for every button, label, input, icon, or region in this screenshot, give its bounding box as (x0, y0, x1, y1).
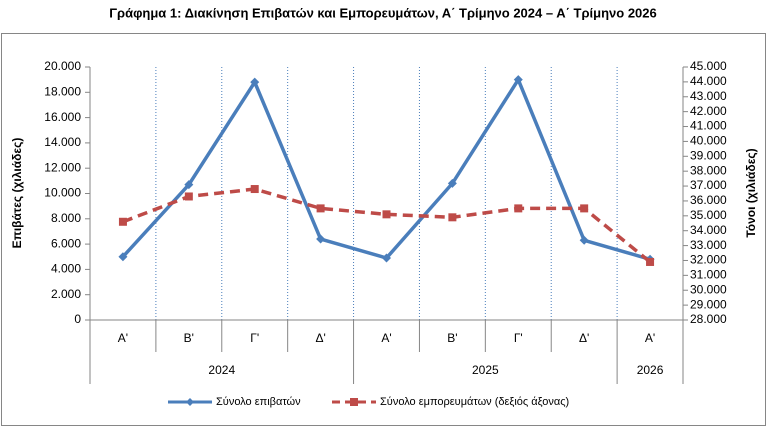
y2-axis-title: Τόνοι (χιλιάδες) (744, 148, 758, 237)
data-point (447, 178, 457, 188)
data-point (382, 253, 391, 263)
x-tick-label: Β' (447, 331, 457, 345)
y-tick-label: 10.000 (44, 186, 81, 200)
y2-tick-label: 34.000 (690, 223, 727, 237)
x-tick-label: Α' (645, 331, 655, 345)
data-point (316, 234, 326, 244)
y-tick-label: 0 (74, 312, 81, 326)
y2-tick-label: 28.000 (690, 312, 727, 326)
legend-marker (186, 398, 194, 406)
data-point (250, 185, 259, 194)
data-point (579, 235, 589, 245)
x-group-label: 2026 (637, 363, 664, 377)
data-point (250, 77, 260, 87)
data-point (184, 192, 193, 201)
series-line (122, 187, 652, 264)
y-tick-label: 4.000 (51, 262, 81, 276)
y-tick-label: 14.000 (44, 135, 81, 149)
x-tick-label: Α' (118, 331, 128, 345)
y2-tick-label: 45.000 (690, 59, 727, 73)
legend-marker (350, 398, 358, 406)
data-point (646, 257, 655, 266)
x-group-label: 2025 (472, 363, 499, 377)
legend-label: Σύνολο εμπορευμάτων (δεξιός άξονας) (380, 396, 569, 408)
legend-label: Σύνολο επιβατών (216, 396, 301, 408)
y-tick-label: 6.000 (51, 236, 81, 250)
y-tick-label: 16.000 (44, 110, 81, 124)
data-point (448, 213, 457, 222)
data-point (580, 204, 589, 213)
data-point (513, 75, 523, 85)
y2-tick-label: 44.000 (690, 74, 727, 88)
y-tick-label: 20.000 (44, 59, 81, 73)
y2-tick-label: 35.000 (690, 208, 727, 222)
x-tick-label: Γ' (514, 331, 523, 345)
y2-tick-label: 42.000 (690, 104, 727, 118)
y2-tick-label: 30.000 (690, 282, 727, 296)
data-point (118, 252, 128, 262)
series-line (121, 75, 651, 261)
y-tick-label: 8.000 (51, 211, 81, 225)
y2-tick-label: 38.000 (690, 163, 727, 177)
chart-border (1, 33, 766, 426)
chart-title: Γράφημα 1: Διακίνηση Επιβατών και Εμπορε… (109, 5, 657, 20)
data-point (184, 180, 194, 190)
y2-tick-label: 41.000 (690, 119, 727, 133)
y2-tick-label: 37.000 (690, 178, 727, 192)
y-tick-label: 2.000 (51, 287, 81, 301)
y2-tick-label: 40.000 (690, 134, 727, 148)
x-tick-label: Γ' (250, 331, 259, 345)
y2-tick-label: 39.000 (690, 148, 727, 162)
x-group-label: 2024 (208, 363, 235, 377)
y-tick-label: 12.000 (44, 160, 81, 174)
y2-tick-label: 36.000 (690, 193, 727, 207)
y2-tick-label: 32.000 (690, 253, 727, 267)
data-point (514, 204, 523, 213)
y-axis-title: Επιβάτες (χιλιάδες) (10, 138, 24, 249)
y2-tick-label: 43.000 (690, 89, 727, 103)
y2-tick-label: 29.000 (690, 297, 727, 311)
y2-tick-label: 31.000 (690, 268, 727, 282)
data-point (316, 204, 325, 213)
y2-tick-label: 33.000 (690, 238, 727, 252)
x-tick-label: Α' (381, 331, 391, 345)
y-tick-label: 18.000 (44, 84, 81, 98)
x-tick-label: Δ' (579, 331, 589, 345)
x-tick-label: Β' (184, 331, 194, 345)
x-tick-label: Δ' (315, 331, 325, 345)
data-point (382, 210, 391, 219)
data-point (118, 217, 127, 226)
